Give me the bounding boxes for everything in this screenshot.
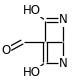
Text: HO: HO	[23, 66, 41, 79]
Text: HO: HO	[23, 4, 41, 17]
Text: N: N	[59, 13, 68, 26]
Text: N: N	[59, 57, 68, 70]
Text: O: O	[2, 44, 11, 57]
